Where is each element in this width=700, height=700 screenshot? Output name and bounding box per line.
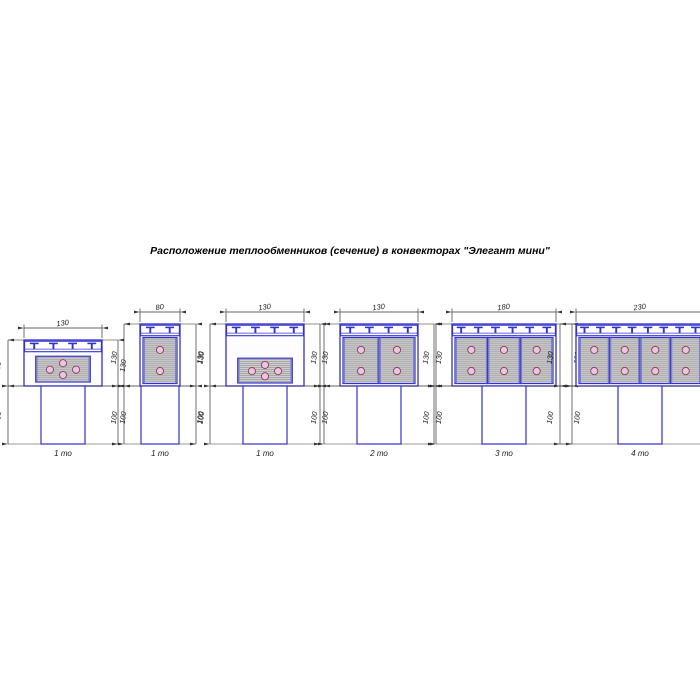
fig-6-core-3-shell	[669, 336, 700, 385]
fig-3-core-0-pipe-0	[260, 360, 270, 369]
fig-2-width-dim-label: 80	[155, 302, 165, 312]
fig-4-core-1-shell	[378, 336, 416, 385]
fig-5: 180 130 100 130 100 3 то	[421, 302, 583, 458]
fig-6-caption: 4 то	[631, 449, 649, 458]
fig-5-grille-band	[452, 324, 556, 337]
fig-3-depth-dim-right-label: 100	[320, 410, 331, 424]
fig-1-height-dim-label: 80	[0, 360, 3, 370]
fig-6-core-2-pipe-0	[651, 345, 660, 354]
fig-1-height-dim-right-label: 130	[118, 358, 129, 372]
fig-5-depth-dim-right-label: 100	[572, 410, 583, 424]
fig-5-width-dim-label: 180	[497, 302, 511, 313]
fig-4-grille-band	[340, 324, 418, 337]
fig-6-depth-dim-label: 100	[545, 410, 556, 424]
fig-1: 130 80 100 130 100 1 то	[0, 318, 128, 458]
fig-2-caption: 1 то	[151, 449, 169, 458]
fig-5-core-0-shell	[454, 336, 489, 385]
fig-3-width-dim-label: 130	[258, 302, 272, 313]
fig-1-core-0-pipe-h0	[45, 365, 54, 374]
fig-1-core-0-pipe-1	[58, 370, 68, 380]
fig-2-core-0-shell	[142, 336, 178, 385]
fig-2-duct	[140, 385, 180, 445]
fig-5-height-dim-label: 130	[421, 350, 432, 364]
fig-4-height-dim-label: 130	[309, 350, 320, 364]
fig-2: 80 130 100 130 100 1 то	[109, 302, 207, 458]
fig-4-core-1-pipe-0	[392, 345, 402, 354]
fig-1-width-dim-label: 130	[56, 318, 70, 329]
page-title: Расположение теплообменников (сечение) в…	[150, 245, 551, 257]
fig-3-core-0-pipe-h1	[274, 367, 283, 376]
fig-5-depth-dim-label: 100	[421, 410, 432, 424]
fig-4-depth-dim-right-label: 100	[434, 410, 445, 424]
fig-3-core-0-pipe-1	[260, 372, 270, 381]
fig-6-grille-band	[576, 324, 700, 337]
fig-5-core-0-pipe-1	[467, 367, 476, 376]
fig-6-core-2-pipe-1	[651, 367, 660, 376]
fig-6-core-2-shell	[639, 336, 672, 385]
fig-5-duct	[481, 385, 527, 445]
fig-6-core-3-fins	[670, 338, 700, 382]
fig-3-depth-dim-label: 100	[195, 410, 206, 424]
fig-2-height-dim-right-label: 130	[196, 350, 207, 364]
fig-3-caption: 1 то	[256, 449, 274, 458]
fig-4-depth-dim-label: 100	[309, 410, 320, 424]
fig-1-core-0-pipe-0	[58, 359, 68, 368]
fig-6: 2301301001301004 то	[545, 302, 700, 458]
fig-6-core-3-pipe-0	[681, 345, 690, 354]
fig-5-core-0-fins	[455, 338, 488, 382]
fig-2-depth-dim-right-label: 100	[196, 410, 207, 424]
fig-5-caption: 3 то	[495, 449, 513, 458]
fig-4-core-0-pipe-1	[356, 367, 366, 376]
fig-2-core-0-pipe-1	[155, 367, 165, 376]
fig-5-core-1-shell	[487, 336, 521, 385]
fig-1-caption: 1 то	[54, 449, 72, 458]
fig-6-core-0-shell	[578, 336, 611, 385]
fig-6-core-1-pipe-0	[620, 345, 629, 354]
fig-6-width-dim-label: 230	[632, 302, 647, 313]
fig-5-core-2-pipe-1	[532, 367, 541, 376]
fig-5-core-2-fins	[520, 338, 553, 382]
fig-4-height-dim-right-label: 130	[434, 350, 445, 364]
fig-4-core-0-pipe-0	[356, 345, 366, 354]
fig-5-core-2-pipe-0	[532, 345, 541, 354]
fig-1-grille-band	[24, 340, 102, 353]
fig-6-core-3-pipe-1	[681, 367, 690, 376]
fig-3-height-dim-right-label: 130	[320, 350, 331, 364]
fig-5-core-1-pipe-1	[499, 367, 509, 376]
fig-5-core-1-pipe-0	[499, 345, 509, 354]
fig-3-duct	[242, 385, 288, 445]
fig-1-depth-dim-label: 100	[0, 410, 3, 424]
fig-3-grille-band	[226, 324, 304, 337]
fig-4-core-0-shell	[342, 336, 380, 385]
fig-2-depth-dim-label: 100	[109, 410, 120, 424]
fig-6-core-1-shell	[608, 336, 641, 385]
fig-4-core-1-pipe-1	[392, 367, 402, 376]
fig-3-core-0-pipe-h0	[247, 367, 256, 376]
fig-5-core-0-pipe-0	[467, 345, 476, 354]
fig-4-width-dim-label: 130	[372, 302, 386, 313]
fig-6-height-dim-label: 130	[545, 350, 556, 364]
fig-3-height-dim-label: 130	[195, 350, 206, 364]
fig-2-height-dim-label: 130	[109, 350, 120, 364]
fig-2-grille-band	[140, 324, 180, 337]
fig-6-core-1-fins	[609, 338, 640, 382]
fig-6-core-1-pipe-1	[620, 367, 629, 376]
fig-4-caption: 2 то	[369, 449, 388, 458]
fig-1-core-0-pipe-h1	[72, 365, 81, 374]
fig-6-core-0-pipe-0	[590, 345, 599, 354]
fig-6-duct	[617, 385, 663, 445]
fig-4-duct	[356, 385, 402, 445]
fig-1-duct	[40, 385, 86, 445]
fig-2-core-0-pipe-0	[155, 345, 165, 354]
fig-6-core-0-pipe-1	[590, 367, 599, 376]
